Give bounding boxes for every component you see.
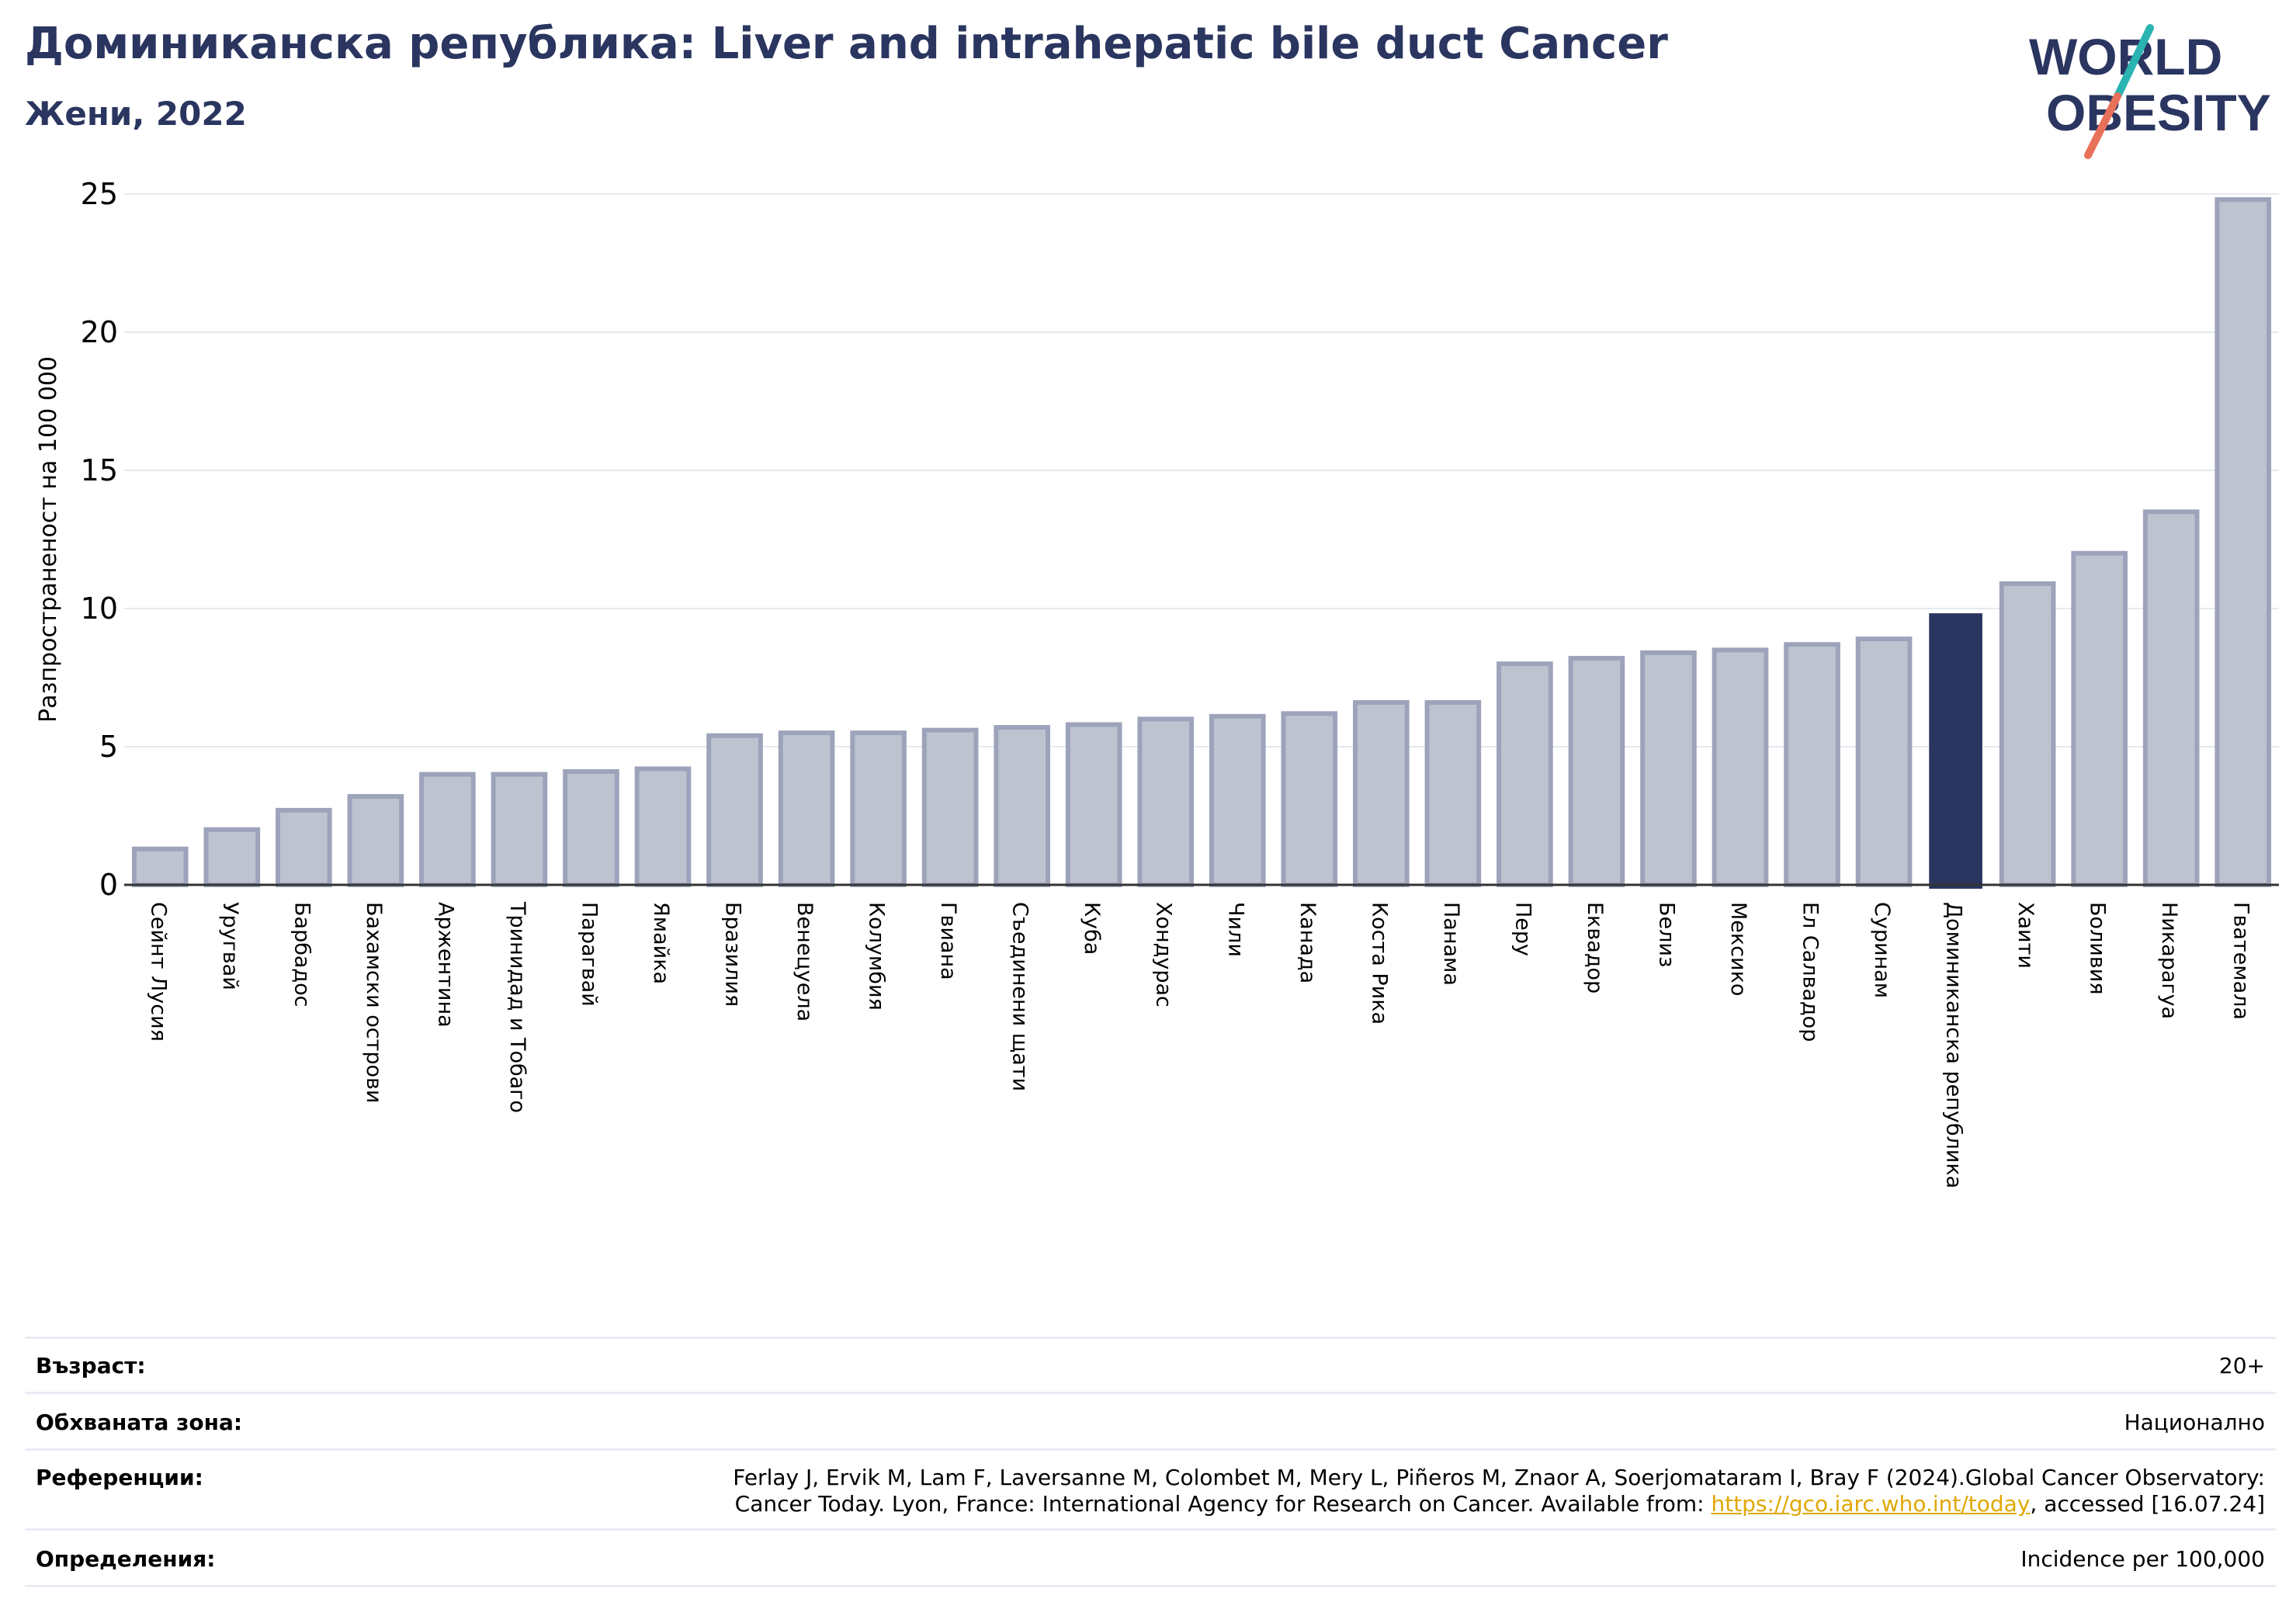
bars (131, 197, 2272, 889)
x-tick-label: Коста Рика (1367, 902, 1391, 1025)
bar (994, 725, 1050, 888)
references-line-1: Ferlay J, Ervik M, Lam F, Laversanne M, … (733, 1465, 2265, 1490)
y-tick-label: 10 (81, 591, 118, 626)
grid-lines (124, 193, 2279, 747)
bar (1568, 656, 1625, 888)
x-tick-label: Бразилия (721, 902, 745, 1007)
x-tick-label: Барбадос (290, 902, 314, 1007)
bar (921, 727, 979, 888)
bar-chart: 0 5 10 15 20 25 Сейнт Лусия Уругвай Барбадос Бах… (35, 177, 2279, 1188)
x-tick-label: Парагвай (577, 902, 601, 1007)
x-tick-label: Сейнт Лусия (146, 902, 170, 1042)
bar (1855, 636, 1913, 887)
x-tick-label: Канада (1295, 902, 1320, 983)
bar (347, 794, 404, 887)
info-row-area: Обхваната зона: Национално (25, 1392, 2276, 1448)
bar (634, 766, 692, 887)
bar (1353, 700, 1410, 887)
bar (778, 730, 835, 888)
y-tick-label: 25 (81, 177, 118, 211)
x-tick-label: Гвиана (936, 902, 960, 980)
logo-text-obesity: OBESITY (2046, 84, 2271, 141)
age-label: Възраст: (36, 1353, 146, 1379)
x-tick-label: Суринам (1870, 902, 1894, 998)
page-subtitle: Жени, 2022 (25, 95, 247, 133)
area-value: Национално (2124, 1410, 2265, 1435)
info-table: Възраст: 20+ Обхваната зона: Национално … (25, 1337, 2276, 1587)
bar (276, 807, 332, 888)
bar (1137, 716, 1195, 888)
x-tick-label: Чили (1223, 902, 1247, 957)
world-obesity-logo: WORLD OBESITY (2029, 24, 2271, 159)
x-tick-label: Ел Салвадор (1798, 902, 1823, 1042)
area-label: Обхваната зона: (36, 1410, 243, 1435)
x-tick-label: Колумбия (865, 902, 889, 1011)
x-tick-label: Доминиканска република (1942, 902, 1966, 1188)
x-tick-label: Белиз (1654, 902, 1678, 967)
x-tick-label: Бахамски острови (362, 902, 386, 1103)
y-tick-label: 0 (99, 868, 118, 902)
info-row-references: Референции: Ferlay J, Ervik M, Lam F, La… (25, 1448, 2276, 1528)
y-tick-label: 20 (81, 315, 118, 349)
bar (2214, 197, 2272, 887)
references-line-2: Cancer Today. Lyon, France: Internationa… (733, 1491, 2265, 1517)
bar (1712, 647, 1769, 888)
bar (2142, 509, 2200, 888)
x-tick-labels: Сейнт Лусия Уругвай Барбадос Бахамски остро… (146, 901, 2253, 1188)
page-title: Доминиканска република: Liver and intrah… (25, 19, 1668, 69)
x-tick-label: Уругвай (218, 902, 242, 990)
bar (1424, 700, 1482, 887)
x-tick-label: Съединени щати (1008, 902, 1032, 1091)
x-tick-label: Аржентина (433, 902, 457, 1028)
references-value: Ferlay J, Ervik M, Lam F, Laversanne M, … (733, 1465, 2265, 1517)
bar (563, 769, 619, 887)
bar (1209, 713, 1266, 888)
x-tick-label: Хондурас (1152, 902, 1176, 1007)
x-tick-label: Хаити (2013, 902, 2038, 969)
references-text-pre: Cancer Today. Lyon, France: Internationa… (734, 1491, 1712, 1517)
x-tick-label: Панама (1439, 902, 1463, 986)
definitions-label: Определения: (36, 1546, 216, 1572)
bar (706, 733, 763, 888)
x-tick-label: Куба (1080, 902, 1104, 955)
y-tick-label: 5 (99, 730, 118, 764)
x-tick-label: Тринидад и Тобаго (505, 901, 529, 1113)
bar (2071, 550, 2128, 887)
x-tick-label: Венецуела (793, 902, 817, 1021)
bar (850, 730, 907, 888)
references-text-post: , accessed [16.07.24] (2030, 1491, 2265, 1517)
logo-slash-coral (2084, 92, 2121, 159)
bar (1929, 613, 1982, 889)
bar (419, 772, 476, 887)
x-tick-label: Гватемала (2229, 902, 2253, 1020)
bar (1281, 711, 1338, 888)
age-value: 20+ (2218, 1353, 2265, 1379)
bar (203, 827, 261, 888)
x-tick-label: Никарагуа (2157, 902, 2181, 1019)
bar (1065, 722, 1122, 888)
references-link[interactable]: https://gco.iarc.who.int/today (1711, 1491, 2031, 1517)
references-label: Референции: (36, 1465, 203, 1490)
info-row-definitions: Определения: Incidence per 100,000 (25, 1528, 2276, 1587)
x-tick-label: Еквадор (1583, 902, 1607, 994)
x-tick-label: Боливия (2086, 902, 2110, 995)
bar (1999, 581, 2056, 888)
info-row-age: Възраст: 20+ (25, 1337, 2276, 1392)
y-axis-label: Разпространеност на 100 000 (35, 356, 62, 723)
bar (131, 846, 189, 887)
logo-slash-teal (2114, 24, 2154, 100)
bar (1640, 650, 1697, 888)
x-tick-label: Мексико (1726, 902, 1750, 996)
x-tick-label: Ямайка (649, 902, 673, 984)
bar (1784, 642, 1840, 888)
y-tick-label: 15 (81, 453, 118, 487)
y-tick-labels: 0 5 10 15 20 25 (81, 177, 118, 902)
x-tick-label: Перу (1510, 902, 1535, 956)
bar (491, 772, 548, 887)
definitions-value: Incidence per 100,000 (2020, 1546, 2265, 1572)
bar (1497, 661, 1553, 887)
